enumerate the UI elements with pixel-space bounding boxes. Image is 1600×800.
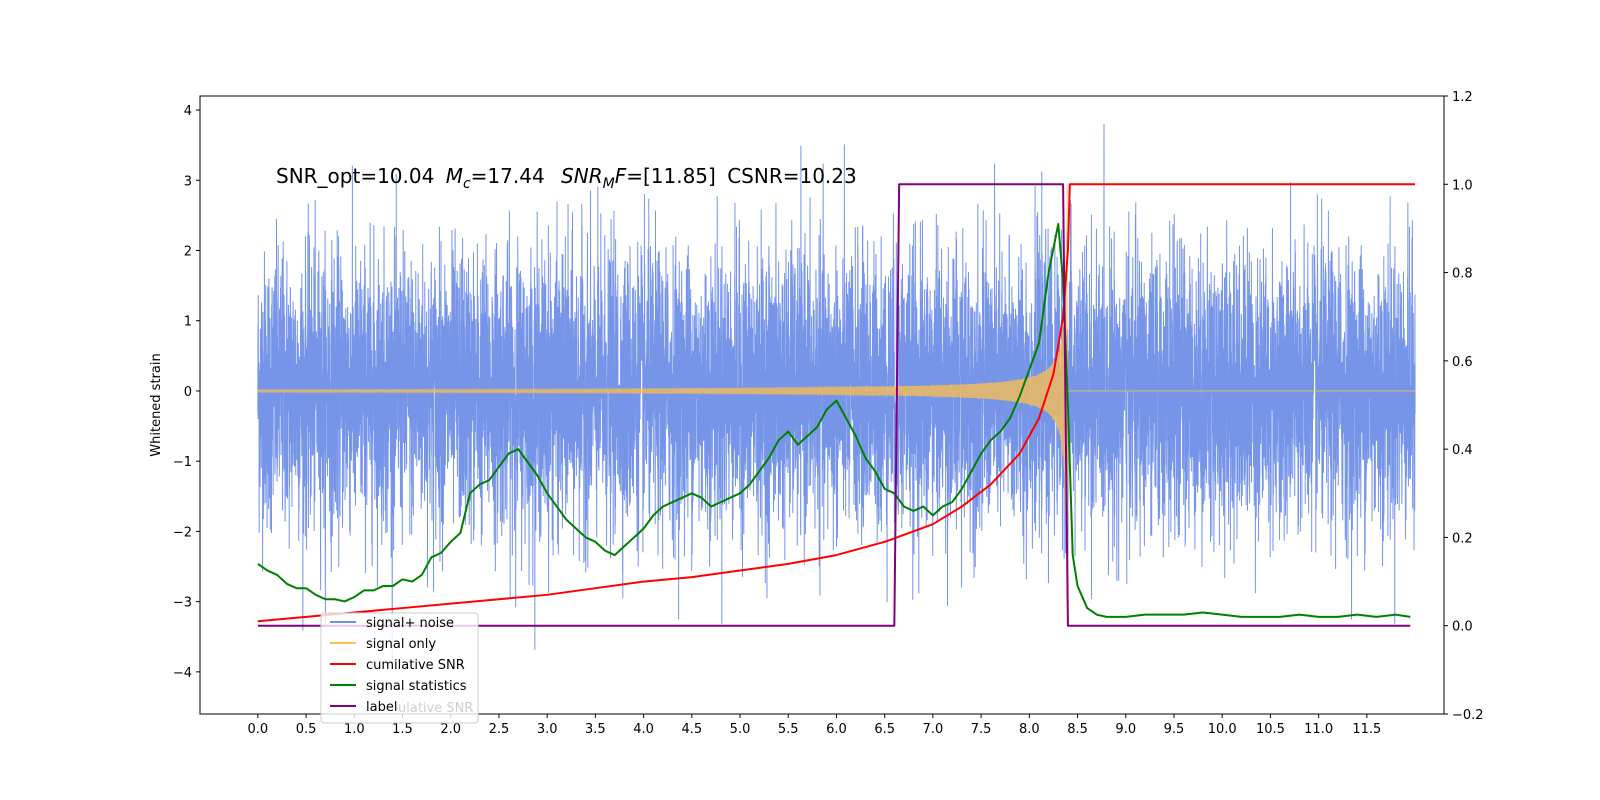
plot-frame [199, 95, 1445, 715]
annotation-mc-value: =17.44 [471, 164, 545, 188]
y-tick-label: −1 [173, 455, 192, 470]
x-tick-label: 4.5 [681, 722, 702, 737]
series-cumulative-snr [257, 183, 1416, 623]
annotation: SNR_opt=10.04 Mc=17.44 SNRMF=[11.85] CSN… [276, 164, 857, 192]
x-tick-label: 3.0 [537, 722, 558, 737]
y2-tick-label: 0.0 [1452, 620, 1473, 635]
x-tick-label: 3.5 [585, 722, 606, 737]
annotation-snr-opt: SNR_opt=10.04 [276, 164, 434, 188]
y-tick-label: 4 [184, 104, 192, 119]
annotation-snrmf-label: SNR [561, 164, 603, 188]
series-label [257, 183, 1411, 627]
legend-box [320, 612, 479, 724]
y-axis-label: Whitened strain [149, 353, 164, 456]
y-tick-label: 0 [184, 385, 192, 400]
x-tick-label: 8.5 [1067, 722, 1088, 737]
x-tick-label: 4.0 [633, 722, 654, 737]
y-tick-label: 3 [184, 174, 192, 189]
y2-tick-label: 1.0 [1452, 178, 1473, 193]
x-tick-label: 2.0 [440, 722, 461, 737]
x-tick-label: 2.5 [489, 722, 510, 737]
x-tick-label: 1.0 [344, 722, 365, 737]
x-tick-label: 11.5 [1352, 722, 1381, 737]
annotation-mc-label: M [446, 164, 463, 188]
x-tick-label: 10.0 [1208, 722, 1237, 737]
x-tick-label: 6.5 [874, 722, 895, 737]
series-signal-noise [257, 124, 1416, 668]
annotation-csnr: CSNR=10.23 [727, 164, 857, 188]
annotation-mc-sub: c [463, 176, 471, 192]
y-tick-label: −2 [173, 525, 192, 540]
series-layer [257, 124, 1416, 668]
legend-entry-label: signal only [366, 637, 436, 652]
y-tick-label: −4 [173, 666, 192, 681]
x-tick-label: 5.5 [778, 722, 799, 737]
legend: ulative SNR signal+ noise signal only cumi… [320, 612, 479, 724]
legend-entry-label: cumilative SNR [366, 658, 465, 673]
x-tick-label: 9.5 [1164, 722, 1185, 737]
x-tick-label: 1.5 [392, 722, 413, 737]
series-signal-statistics [257, 223, 1411, 618]
y2-tick-label: 1.2 [1452, 90, 1473, 105]
series-signal-only [257, 184, 1416, 597]
y2-tick-label: 0.8 [1452, 267, 1473, 282]
x-tick-label: 7.0 [923, 722, 944, 737]
x-tick-label: 10.5 [1256, 722, 1285, 737]
legend-ghost-text: ulative SNR [398, 701, 473, 716]
y-axis-right: 1.2 1.0 0.8 0.6 0.4 0.2 0.0 −0.2 [1444, 90, 1484, 723]
y2-tick-label: −0.2 [1452, 708, 1484, 723]
annotation-snrmf-value: =[11.85] [626, 164, 716, 188]
y-axis-left: 4 3 2 1 0 −1 −2 −3 −4 [173, 104, 200, 681]
x-tick-label: 0.5 [296, 722, 317, 737]
y-tick-label: 2 [184, 245, 192, 260]
annotation-snrmf-tail: F [615, 164, 627, 188]
x-tick-label: 9.0 [1115, 722, 1136, 737]
x-tick-label: 5.0 [730, 722, 751, 737]
x-tick-label: 8.0 [1019, 722, 1040, 737]
x-tick-label: 7.5 [971, 722, 992, 737]
x-tick-label: 6.0 [826, 722, 847, 737]
legend-entry-label: signal statistics [366, 679, 467, 694]
annotation-snrmf-sub: M [603, 176, 615, 192]
x-axis: 0.0 0.5 1.0 1.5 2.0 2.5 3.0 3.5 4.0 4.5 5.0 5.5 6.0 6… [248, 714, 1381, 737]
x-tick-label: 0.0 [248, 722, 269, 737]
y2-tick-label: 0.4 [1452, 443, 1473, 458]
y2-tick-label: 0.6 [1452, 355, 1473, 370]
y2-tick-label: 0.2 [1452, 531, 1473, 546]
legend-entry-label: signal+ noise [366, 616, 454, 631]
y-tick-label: −3 [173, 596, 192, 611]
y-tick-label: 1 [184, 315, 192, 330]
x-tick-label: 11.0 [1304, 722, 1333, 737]
legend-entry-label: label [366, 700, 397, 715]
